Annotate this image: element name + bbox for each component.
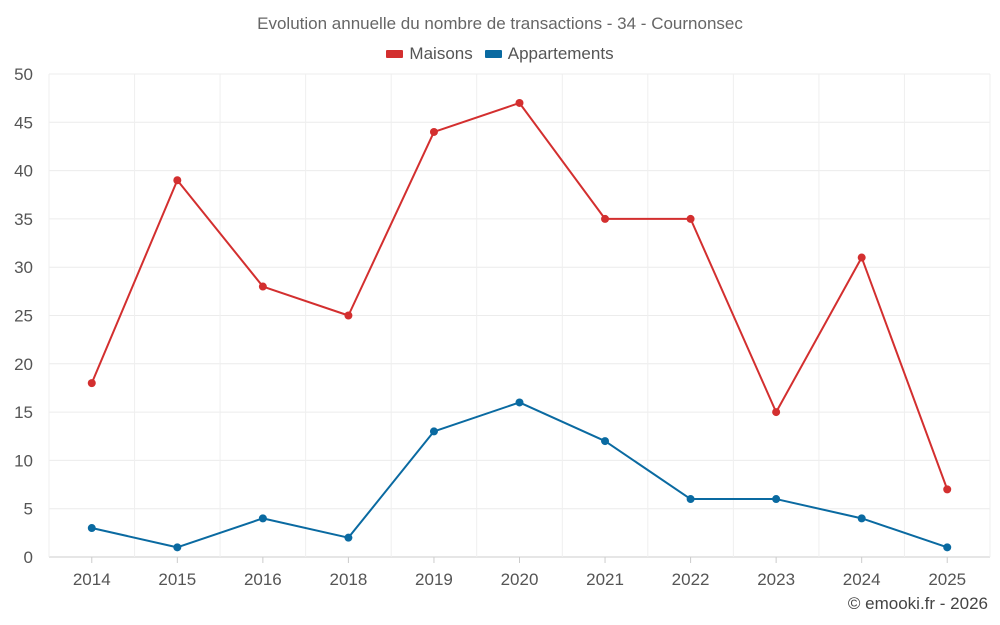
data-point-maisons bbox=[601, 214, 610, 223]
data-point-maisons bbox=[515, 98, 524, 107]
data-point-appartements bbox=[515, 398, 524, 407]
x-tick-label: 2024 bbox=[843, 570, 881, 589]
y-tick-label: 50 bbox=[14, 65, 33, 84]
y-tick-label: 15 bbox=[14, 403, 33, 422]
y-tick-label: 40 bbox=[14, 162, 33, 181]
x-tick-label: 2021 bbox=[586, 570, 624, 589]
y-tick-label: 10 bbox=[14, 451, 33, 470]
data-point-maisons bbox=[686, 214, 695, 223]
data-point-maisons bbox=[943, 485, 952, 494]
legend: Maisons Appartements bbox=[0, 44, 1000, 64]
data-point-maisons bbox=[857, 253, 866, 262]
data-point-maisons bbox=[344, 311, 353, 320]
x-tick-label: 2016 bbox=[244, 570, 282, 589]
data-point-maisons bbox=[87, 379, 96, 388]
x-tick-label: 2022 bbox=[672, 570, 710, 589]
data-point-appartements bbox=[258, 514, 267, 523]
x-tick-label: 2014 bbox=[73, 570, 111, 589]
legend-swatch-maisons bbox=[386, 50, 404, 58]
data-point-maisons bbox=[429, 127, 438, 136]
data-point-maisons bbox=[772, 408, 781, 417]
data-point-appartements bbox=[772, 495, 781, 504]
legend-label-appartements: Appartements bbox=[507, 44, 614, 63]
x-tick-label: 2025 bbox=[928, 570, 966, 589]
data-point-appartements bbox=[857, 514, 866, 523]
x-tick-label: 2019 bbox=[415, 570, 453, 589]
y-tick-label: 20 bbox=[14, 355, 33, 374]
legend-label-maisons: Maisons bbox=[409, 44, 473, 63]
legend-item-appartements[interactable]: Appartements bbox=[484, 44, 614, 64]
y-tick-label: 45 bbox=[14, 113, 33, 132]
data-point-maisons bbox=[173, 176, 182, 185]
data-point-appartements bbox=[344, 533, 353, 542]
data-point-appartements bbox=[429, 427, 438, 436]
legend-swatch-appartements bbox=[484, 50, 502, 58]
data-point-appartements bbox=[686, 495, 695, 504]
data-point-appartements bbox=[173, 543, 182, 552]
data-point-maisons bbox=[258, 282, 267, 291]
y-tick-label: 25 bbox=[14, 307, 33, 326]
y-tick-label: 5 bbox=[24, 500, 33, 519]
data-point-appartements bbox=[87, 524, 96, 533]
data-point-appartements bbox=[601, 437, 610, 446]
x-tick-label: 2015 bbox=[158, 570, 196, 589]
y-tick-label: 30 bbox=[14, 258, 33, 277]
x-tick-label: 2020 bbox=[501, 570, 539, 589]
y-tick-label: 35 bbox=[14, 210, 33, 229]
legend-item-maisons[interactable]: Maisons bbox=[386, 44, 473, 64]
data-point-appartements bbox=[943, 543, 952, 552]
x-tick-label: 2018 bbox=[329, 570, 367, 589]
credit-text: © emooki.fr - 2026 bbox=[847, 594, 988, 613]
y-tick-label: 0 bbox=[24, 548, 33, 567]
chart-title: Evolution annuelle du nombre de transact… bbox=[257, 14, 743, 33]
x-tick-label: 2023 bbox=[757, 570, 795, 589]
